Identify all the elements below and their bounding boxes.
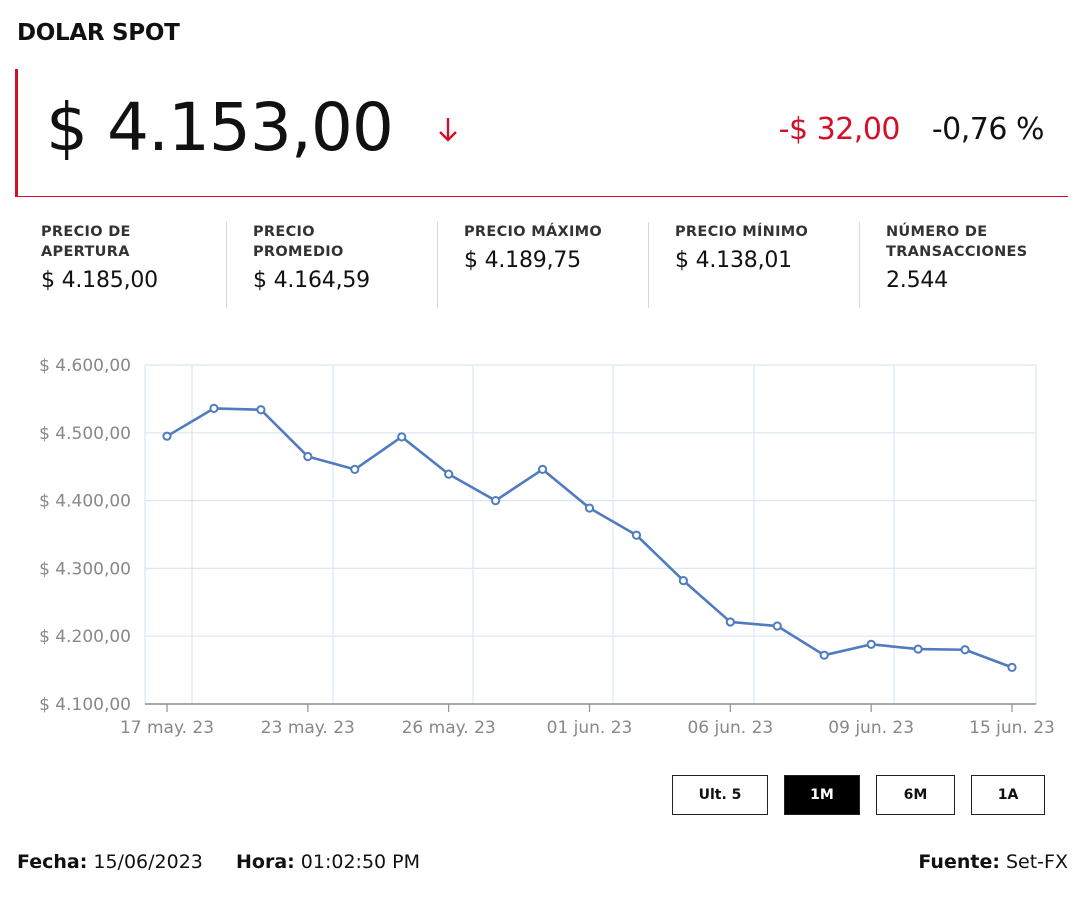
source-value: Set-FX <box>1005 851 1068 873</box>
data-point <box>537 464 548 475</box>
range-button-6m[interactable]: 6M <box>876 775 955 815</box>
data-point <box>866 639 876 649</box>
current-price: $ 4.153,00 <box>46 89 394 166</box>
x-tick-label: 06 jun. 23 <box>687 718 773 738</box>
y-tick-label: $ 4.200,00 <box>39 627 131 647</box>
data-point <box>256 405 266 415</box>
data-point <box>960 645 970 655</box>
x-tick-label: 09 jun. 23 <box>828 718 914 738</box>
stat-transactions: NÚMERO DE TRANSACCIONES 2.544 <box>859 222 1068 308</box>
data-point <box>350 464 360 475</box>
stat-value: $ 4.164,59 <box>253 268 370 293</box>
stats-row: PRECIO DE APERTURA $ 4.185,00 PRECIO PRO… <box>15 222 1068 308</box>
data-point <box>444 469 454 479</box>
stat-opening: PRECIO DE APERTURA $ 4.185,00 <box>15 222 226 308</box>
stat-label: PRECIO MÁXIMO <box>464 224 602 240</box>
date-label: Fecha: <box>17 851 88 873</box>
y-tick-label: $ 4.500,00 <box>39 424 131 444</box>
y-tick-label: $ 4.100,00 <box>39 695 131 715</box>
stat-label: PRECIO MÍNIMO <box>675 224 809 240</box>
data-point <box>772 621 782 631</box>
data-point <box>819 650 829 660</box>
data-point <box>631 530 642 540</box>
stat-label: NÚMERO DE TRANSACCIONES <box>886 224 1028 260</box>
stat-average: PRECIO PROMEDIO $ 4.164,59 <box>226 222 437 308</box>
stat-value: $ 4.189,75 <box>464 248 581 273</box>
data-point <box>584 503 595 513</box>
time-value: 01:02:50 PM <box>300 851 421 873</box>
x-tick-label: 26 may. 23 <box>402 718 496 738</box>
date-value: 15/06/2023 <box>93 851 203 873</box>
arrow-down-icon <box>439 118 457 142</box>
price-panel: $ 4.153,00 -$ 32,00 -0,76 % <box>15 69 1068 197</box>
data-point <box>913 644 923 654</box>
stat-value: $ 4.138,01 <box>675 248 792 273</box>
x-tick-label: 01 jun. 23 <box>547 718 633 738</box>
data-point <box>397 432 407 442</box>
footer-date: Fecha: 15/06/2023 <box>17 851 203 873</box>
footer-source: Fuente: Set-FX <box>918 851 1068 873</box>
stat-label: PRECIO DE APERTURA <box>41 224 131 260</box>
x-tick-label: 17 may. 23 <box>120 718 214 738</box>
data-point <box>1007 662 1017 672</box>
x-tick-label: 23 may. 23 <box>261 718 355 738</box>
price-change-percent: -0,76 % <box>931 112 1045 147</box>
source-label: Fuente: <box>918 851 1000 873</box>
data-point <box>209 403 219 413</box>
stat-value: $ 4.185,00 <box>41 268 158 293</box>
stat-min: PRECIO MÍNIMO $ 4.138,01 <box>648 222 859 308</box>
x-tick-label: 15 jun. 23 <box>969 718 1055 738</box>
data-point <box>491 496 501 506</box>
data-point <box>162 431 172 441</box>
footer-time: Hora: 01:02:50 PM <box>236 851 420 873</box>
price-change: -$ 32,00 <box>778 112 901 147</box>
data-point <box>725 617 735 627</box>
page-title: DOLAR SPOT <box>17 20 180 46</box>
range-button-ult5[interactable]: Ult. 5 <box>672 775 768 815</box>
range-button-1a[interactable]: 1A <box>971 775 1045 815</box>
y-tick-label: $ 4.300,00 <box>39 559 131 579</box>
stat-max: PRECIO MÁXIMO $ 4.189,75 <box>437 222 648 308</box>
time-label: Hora: <box>236 851 295 873</box>
series-line <box>166 407 1013 669</box>
stat-label: PRECIO PROMEDIO <box>253 224 344 260</box>
y-tick-label: $ 4.600,00 <box>39 356 131 376</box>
price-line-chart: $ 4.100,00 $ 4.200,00 $ 4.300,00 $ 4.400,00… <box>39 356 1055 738</box>
data-point <box>303 451 313 462</box>
y-tick-label: $ 4.400,00 <box>39 492 131 512</box>
data-point <box>678 576 688 586</box>
stat-value: 2.544 <box>886 268 948 293</box>
range-button-1m[interactable]: 1M <box>784 775 860 815</box>
